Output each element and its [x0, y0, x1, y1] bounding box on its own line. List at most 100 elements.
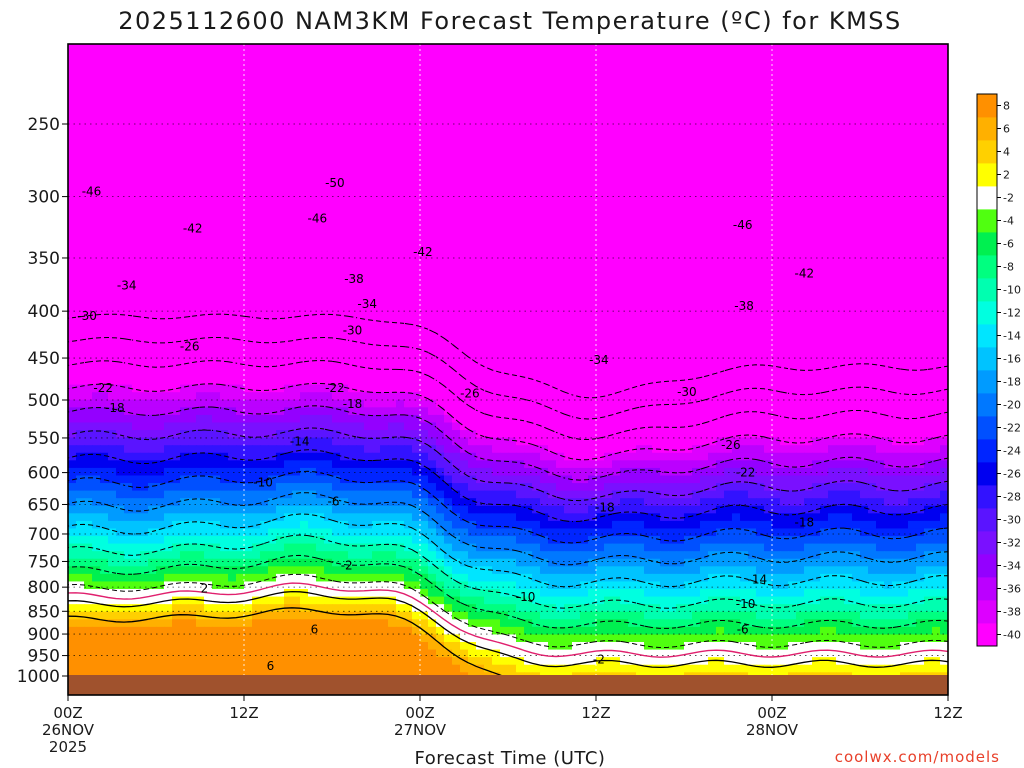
temperature-cell — [68, 361, 77, 371]
temperature-cell — [124, 149, 133, 159]
temperature-cell — [572, 165, 581, 174]
temperature-cell — [204, 293, 213, 302]
temperature-cell — [68, 142, 77, 151]
temperature-cell — [932, 308, 941, 318]
temperature-cell — [396, 210, 405, 219]
temperature-cell — [932, 149, 941, 159]
temperature-cell — [468, 316, 477, 325]
temperature-cell — [836, 187, 845, 196]
temperature-cell — [644, 59, 653, 68]
temperature-cell — [924, 195, 933, 204]
temperature-cell — [524, 157, 533, 166]
temperature-cell — [292, 180, 301, 189]
temperature-cell — [780, 339, 789, 348]
temperature-cell — [740, 248, 749, 257]
temperature-cell — [924, 104, 933, 113]
temperature-cell — [596, 66, 605, 75]
temperature-cell — [436, 104, 445, 113]
temperature-cell — [868, 180, 877, 189]
temperature-cell — [556, 377, 565, 386]
temperature-cell — [844, 74, 853, 83]
temperature-cell — [548, 339, 557, 348]
temperature-cell — [844, 81, 853, 91]
temperature-cell — [788, 96, 797, 106]
temperature-cell — [516, 377, 525, 386]
temperature-cell — [252, 278, 261, 287]
temperature-cell — [508, 180, 517, 189]
temperature-cell — [420, 81, 429, 91]
temperature-cell — [180, 316, 189, 325]
temperature-cell — [396, 293, 405, 302]
temperature-cell — [436, 157, 445, 166]
temperature-cell — [620, 278, 629, 287]
temperature-cell — [460, 263, 469, 272]
temperature-cell — [692, 271, 701, 280]
temperature-cell — [852, 195, 861, 204]
temperature-cell — [300, 89, 309, 98]
temperature-cell — [868, 278, 877, 287]
temperature-cell — [724, 308, 733, 318]
temperature-cell — [204, 225, 213, 234]
temperature-cell — [484, 119, 493, 128]
temperature-cell — [588, 218, 597, 227]
temperature-cell — [940, 142, 948, 151]
temperature-cell — [340, 301, 349, 310]
temperature-cell — [644, 263, 653, 272]
temperature-cell — [196, 104, 205, 113]
temperature-cell — [268, 157, 277, 166]
temperature-cell — [548, 263, 557, 272]
temperature-cell — [116, 331, 125, 340]
temperature-cell — [692, 127, 701, 136]
temperature-cell — [756, 202, 765, 212]
temperature-cell — [164, 301, 173, 310]
temperature-cell — [820, 172, 829, 181]
temperature-cell — [652, 339, 661, 348]
temperature-cell — [100, 240, 109, 249]
temperature-cell — [716, 51, 725, 60]
temperature-cell — [468, 346, 477, 355]
temperature-cell — [444, 301, 453, 310]
temperature-cell — [884, 225, 893, 234]
temperature-cell — [300, 44, 309, 53]
temperature-cell — [100, 202, 109, 212]
temperature-cell — [420, 165, 429, 174]
temperature-cell — [316, 172, 325, 181]
temperature-cell — [84, 157, 93, 166]
temperature-cell — [500, 51, 509, 60]
temperature-cell — [788, 112, 797, 121]
temperature-cell — [100, 293, 109, 302]
temperature-cell — [932, 210, 941, 219]
temperature-cell — [628, 218, 637, 227]
temperature-cell — [908, 59, 917, 68]
temperature-cell — [564, 51, 573, 60]
temperature-cell — [860, 210, 869, 219]
temperature-cell — [300, 149, 309, 159]
temperature-cell — [828, 301, 837, 310]
temperature-cell — [380, 187, 389, 196]
temperature-cell — [548, 377, 557, 386]
temperature-cell — [924, 157, 933, 166]
temperature-cell — [388, 51, 397, 60]
temperature-cell — [452, 51, 461, 60]
temperature-cell — [260, 369, 269, 378]
temperature-cell — [132, 157, 141, 166]
temperature-cell — [820, 165, 829, 174]
temperature-cell — [636, 44, 645, 53]
temperature-cell — [740, 89, 749, 98]
temperature-cell — [620, 134, 629, 144]
temperature-cell — [364, 195, 373, 204]
temperature-cell — [484, 286, 493, 295]
temperature-cell — [316, 293, 325, 302]
temperature-cell — [300, 165, 309, 174]
temperature-cell — [852, 248, 861, 257]
temperature-cell — [804, 255, 813, 265]
temperature-cell — [92, 225, 101, 234]
temperature-cell — [836, 195, 845, 204]
temperature-cell — [596, 180, 605, 189]
temperature-cell — [452, 59, 461, 68]
temperature-cell — [612, 240, 621, 249]
temperature-cell — [604, 218, 613, 227]
temperature-cell — [868, 142, 877, 151]
temperature-cell — [636, 202, 645, 212]
temperature-cell — [572, 248, 581, 257]
